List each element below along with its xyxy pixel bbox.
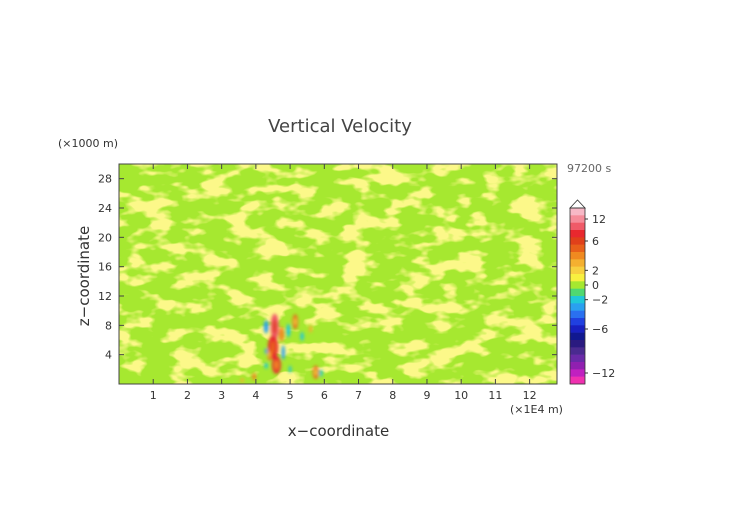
colorbar-tick-label: −6 <box>592 323 608 336</box>
cell-17 <box>288 365 292 374</box>
cell-core-4 <box>268 351 271 358</box>
colorbar-tick-label: −2 <box>592 294 608 307</box>
x-tick-label: 8 <box>389 389 396 402</box>
x-axis-unit: (×1E4 m) <box>510 403 563 416</box>
cell-9 <box>308 325 313 333</box>
colorbar-tick-label: 6 <box>592 235 599 248</box>
x-tick-label: 5 <box>287 389 294 402</box>
chart-title: Vertical Velocity <box>268 116 412 137</box>
colorbar-swatch <box>570 332 585 341</box>
cell-10 <box>263 320 269 334</box>
time-label: 97200 s <box>567 162 612 175</box>
x-tick-label: 7 <box>355 389 362 402</box>
y-tick-label: 20 <box>98 231 112 244</box>
colorbar-swatch <box>570 310 585 319</box>
colorbar-swatch <box>570 208 585 216</box>
colorbar-swatch <box>570 354 585 363</box>
y-tick-label: 4 <box>105 349 112 362</box>
colorbar-cap <box>569 199 586 209</box>
cell-core-0 <box>272 319 277 335</box>
cell-15 <box>300 331 304 341</box>
colorbar-tick-label: 0 <box>592 279 599 292</box>
colorbar-frame <box>569 207 586 385</box>
x-tick-label: 2 <box>184 389 191 402</box>
colorbar-swatch <box>570 259 585 267</box>
x-tick-label: 9 <box>423 389 430 402</box>
colorbar-swatch <box>570 237 585 245</box>
x-tick-label: 1 <box>150 389 157 402</box>
x-axis-label: x−coordinate <box>287 422 390 440</box>
x-tick-label: 6 <box>321 389 328 402</box>
colorbar-swatch <box>570 252 585 260</box>
x-tick-label: 3 <box>218 389 225 402</box>
colorbar-swatch <box>570 296 585 304</box>
colorbar-swatch <box>570 347 585 355</box>
field-positive-bands <box>119 164 557 384</box>
colorbar-swatch <box>570 222 585 231</box>
cell-core-6 <box>314 368 318 376</box>
colorbar: 12 6 2 0 −2 −6 −12 <box>569 199 615 385</box>
colorbar-tick-label: 2 <box>592 264 599 277</box>
x-tick-label: 4 <box>252 389 259 402</box>
colorbar-swatch <box>570 362 585 370</box>
y-tick-label: 24 <box>98 202 112 215</box>
colorbar-swatch <box>570 215 585 223</box>
x-tick-label: 11 <box>488 389 502 402</box>
cell-3 <box>278 326 285 342</box>
cell-8 <box>240 378 244 383</box>
colorbar-swatch <box>570 369 585 377</box>
cell-12 <box>281 345 285 360</box>
y-axis-unit: (×1000 m) <box>58 137 119 150</box>
x-tick-label: 12 <box>523 389 537 402</box>
colorbar-swatch <box>570 288 585 297</box>
cell-7 <box>252 373 257 381</box>
cell-core-5 <box>293 317 297 326</box>
colorbar-swatch <box>570 274 585 282</box>
y-tick-label: 28 <box>98 173 112 186</box>
colorbar-swatch <box>570 281 585 289</box>
cell-core-2 <box>274 360 279 370</box>
cell-14 <box>264 362 268 369</box>
convective-cells <box>240 313 323 383</box>
cell-13 <box>264 348 268 354</box>
cell-11 <box>286 323 291 338</box>
cell-core-1 <box>270 340 276 354</box>
colorbar-tick-label: 12 <box>592 213 606 226</box>
velocity-field <box>119 164 557 384</box>
colorbar-swatch <box>570 266 585 275</box>
colorbar-swatch <box>570 340 585 348</box>
colorbar-swatch <box>570 244 585 253</box>
y-tick-label: 16 <box>98 261 112 274</box>
y-tick-label: 8 <box>105 319 112 332</box>
colorbar-swatch <box>570 376 585 385</box>
x-axis: 1 2 3 4 5 6 7 8 9 10 11 12 <box>150 164 537 402</box>
colorbar-tick-label: −12 <box>592 367 615 380</box>
cell-16 <box>319 369 323 377</box>
colorbar-swatch <box>570 318 585 326</box>
plot-frame <box>118 163 558 385</box>
colorbar-swatch <box>570 325 585 333</box>
colorbar-swatch <box>570 230 585 238</box>
colorbar-swatch <box>570 303 585 311</box>
x-tick-label: 10 <box>454 389 468 402</box>
y-axis: 4 8 12 16 20 24 28 <box>98 173 557 362</box>
y-tick-label: 12 <box>98 290 112 303</box>
